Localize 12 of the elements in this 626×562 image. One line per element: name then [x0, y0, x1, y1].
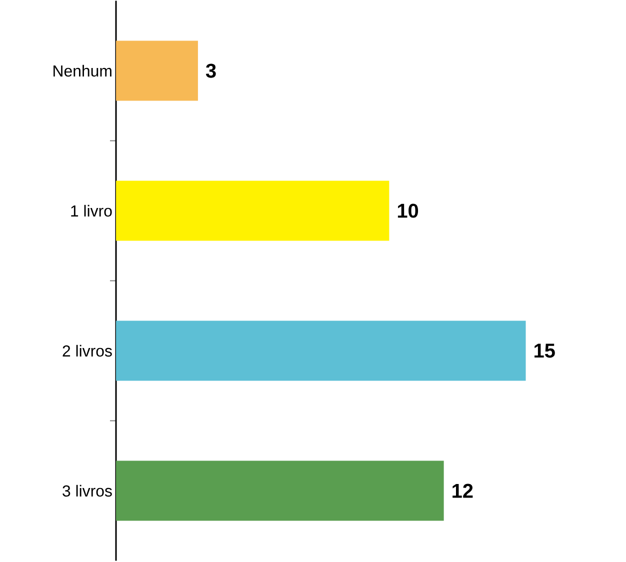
bar — [116, 461, 444, 522]
bar — [116, 41, 198, 102]
y-tick-label: 3 livros — [62, 485, 112, 497]
data-label: 10 — [398, 204, 418, 218]
y-tick-label: Nenhum — [54, 65, 112, 77]
data-label: 15 — [534, 344, 555, 358]
bar — [116, 321, 526, 382]
y-tick-label: 2 livros — [62, 345, 112, 357]
y-tick-label: 1 livro — [71, 205, 112, 217]
data-label: 12 — [452, 484, 473, 498]
bar — [116, 181, 390, 242]
data-label: 3 — [206, 64, 216, 78]
